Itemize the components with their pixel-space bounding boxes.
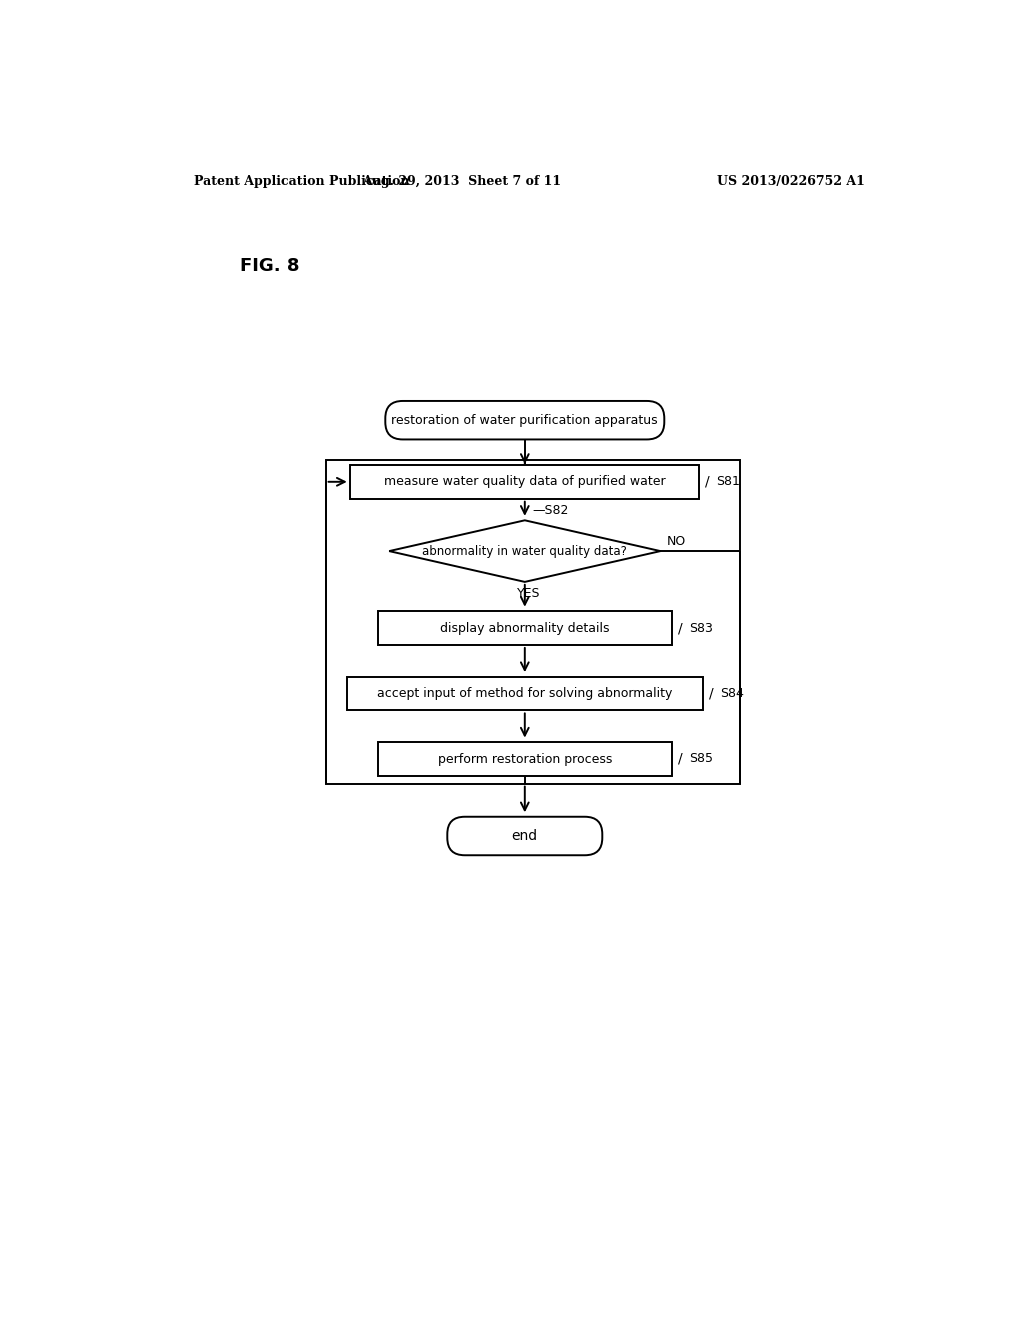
Text: NO: NO [667,535,686,548]
Bar [346,677,703,710]
Text: /: / [678,752,683,766]
Text: perform restoration process: perform restoration process [437,752,612,766]
Text: Patent Application Publication: Patent Application Publication [194,176,410,187]
Text: S84: S84 [720,686,744,700]
Text: accept input of method for solving abnormality: accept input of method for solving abnor… [377,686,673,700]
Polygon shape [389,520,660,582]
Bar [350,465,699,499]
Text: YES: YES [517,586,541,599]
Text: /: / [706,475,710,488]
Text: measure water quality data of purified water: measure water quality data of purified w… [384,475,666,488]
Text: S83: S83 [689,622,713,635]
Text: end: end [512,829,538,843]
Bar [378,742,672,776]
Text: abnormality in water quality data?: abnormality in water quality data? [422,545,628,557]
Text: S81: S81 [716,475,740,488]
Text: display abnormality details: display abnormality details [440,622,609,635]
Text: FIG. 8: FIG. 8 [241,257,300,275]
Text: —S82: —S82 [532,504,569,517]
Text: /: / [678,622,683,635]
FancyBboxPatch shape [447,817,602,855]
Text: US 2013/0226752 A1: US 2013/0226752 A1 [717,176,865,187]
Text: S85: S85 [689,752,713,766]
Bar [326,461,740,784]
Bar [378,611,672,645]
Text: restoration of water purification apparatus: restoration of water purification appara… [391,413,658,426]
Text: /: / [710,686,714,701]
Text: Aug. 29, 2013  Sheet 7 of 11: Aug. 29, 2013 Sheet 7 of 11 [361,176,561,187]
FancyBboxPatch shape [385,401,665,440]
